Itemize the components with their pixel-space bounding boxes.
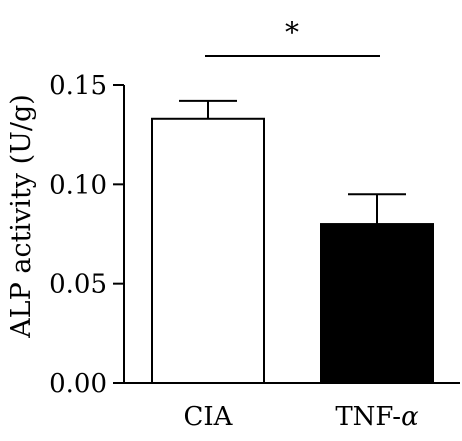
y-ticks: 0.00 0.05 0.10 0.15 [49, 71, 124, 399]
y-tick-label: 0.15 [49, 71, 107, 101]
bar-tnf-alpha [320, 223, 434, 384]
bars [151, 117, 434, 384]
x-tick-label: CIA [184, 402, 234, 432]
y-axis-label: ALP activity (U/g) [6, 94, 37, 339]
y-tick-label: 0.10 [49, 170, 107, 200]
y-tick-label: 0.00 [49, 369, 107, 399]
y-tick-label: 0.05 [49, 270, 107, 300]
x-tick-labels: CIA TNF-α [184, 402, 420, 432]
significance-annotation: * [205, 16, 380, 57]
significance-star: * [285, 16, 299, 49]
error-bars [179, 99, 406, 225]
x-tick-label: TNF-α [335, 402, 419, 432]
bar-cia [151, 117, 265, 384]
